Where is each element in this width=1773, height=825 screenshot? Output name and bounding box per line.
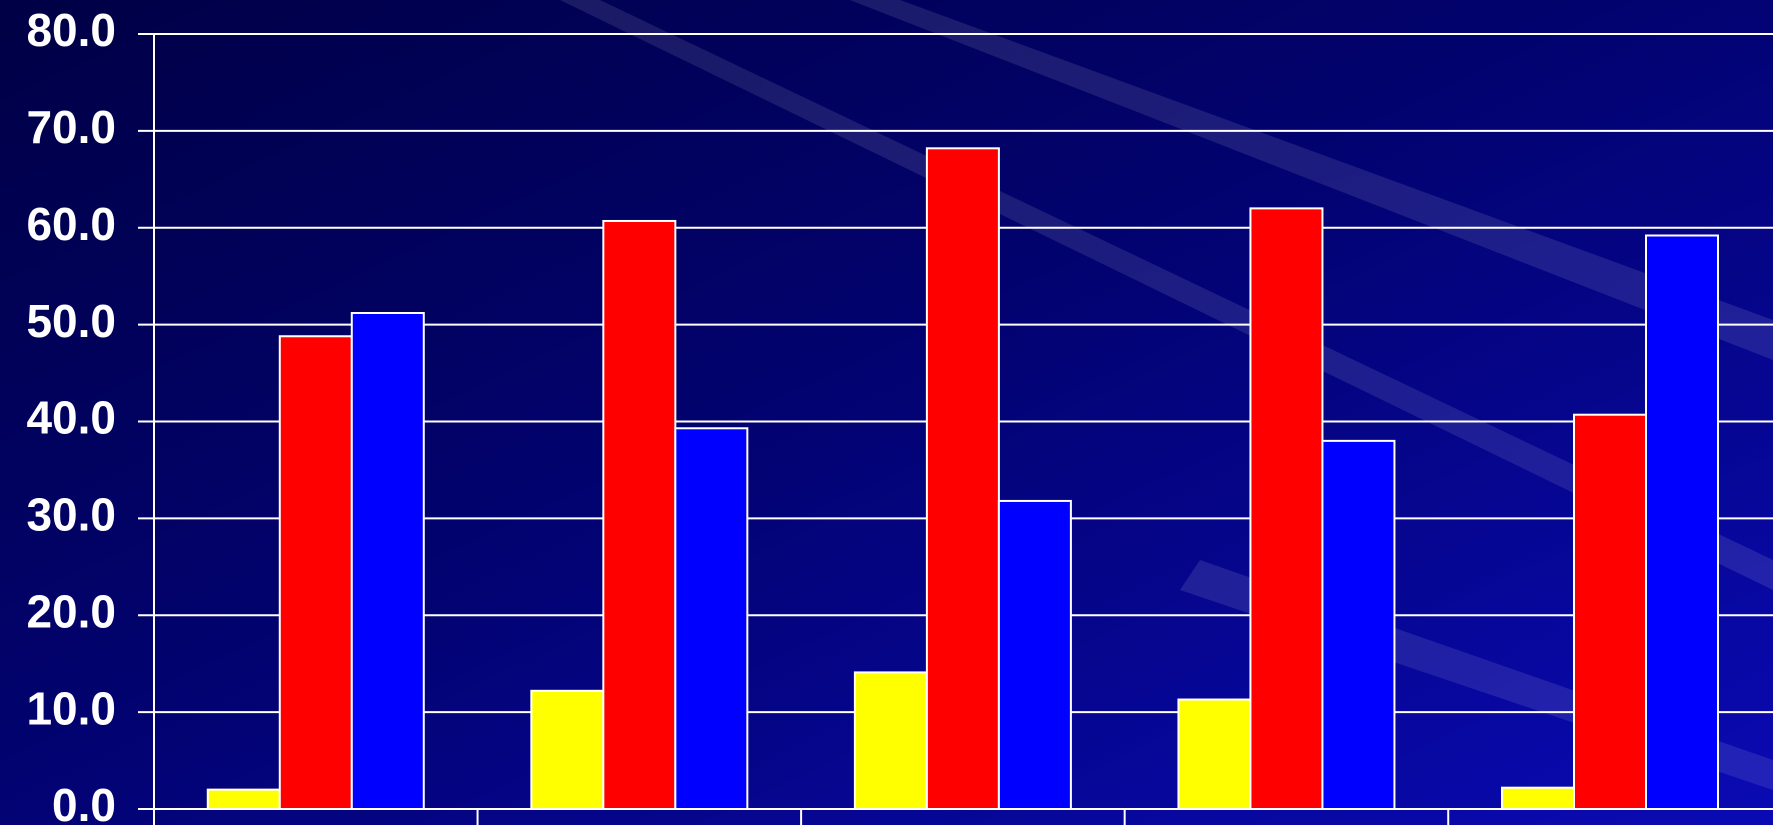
bars — [206, 147, 1719, 810]
bar — [1249, 207, 1324, 810]
y-tick-label: 70.0 — [26, 101, 116, 153]
y-tick-label: 10.0 — [26, 682, 116, 734]
bar — [530, 689, 605, 810]
y-tick-labels: 0.0 10.0 20.0 30.0 40.0 50.0 60.0 70.0 80.0 — [26, 4, 116, 825]
y-tick-label: 60.0 — [26, 198, 116, 250]
bar — [1573, 413, 1647, 810]
bar — [853, 671, 928, 810]
bar — [997, 499, 1072, 810]
bar — [1321, 439, 1396, 810]
y-tick-label: 80.0 — [26, 4, 116, 56]
bar — [602, 219, 677, 810]
y-tick-label: 40.0 — [26, 392, 116, 444]
y-tick-label: 50.0 — [26, 295, 116, 347]
bar — [278, 335, 353, 810]
bar — [1645, 234, 1719, 810]
bar — [1177, 698, 1252, 810]
y-tick-label: 0.0 — [52, 779, 116, 825]
y-tick-label: 30.0 — [26, 489, 116, 541]
bar — [206, 788, 281, 810]
bar — [350, 312, 425, 810]
axes — [138, 33, 1773, 825]
bar — [674, 427, 749, 810]
bar — [925, 147, 1000, 810]
bar — [1501, 786, 1575, 810]
y-tick-label: 20.0 — [26, 585, 116, 637]
